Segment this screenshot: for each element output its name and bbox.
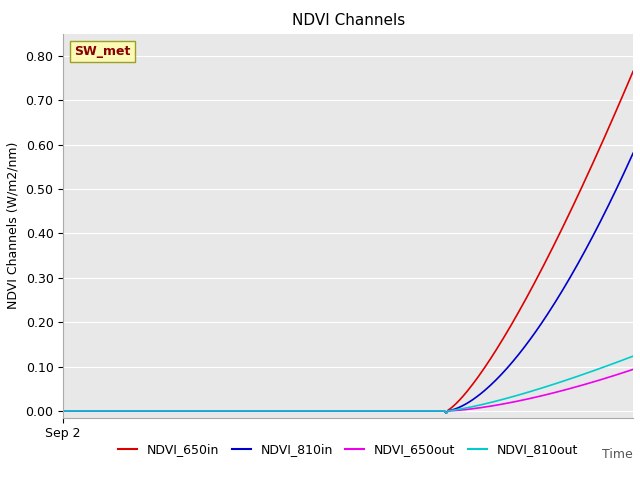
NDVI_650in [578,185,586,191]
NDVI_650in [629,69,637,74]
NDVI_810out [629,353,637,359]
Line: NDVI_810in: NDVI_810in [63,153,633,413]
NDVI_650in [399,408,406,414]
NDVI_650in [408,408,416,414]
NDVI_650out [629,367,637,372]
Line: NDVI_650in: NDVI_650in [63,72,633,413]
NDVI_810in [399,408,406,414]
NDVI_650out [578,383,586,388]
NDVI_650in [442,410,450,416]
NDVI_650out [60,408,67,414]
NDVI_650out [397,408,404,414]
NDVI_650out [442,410,450,416]
Line: NDVI_650out: NDVI_650out [63,370,633,413]
NDVI_810in [61,408,69,414]
NDVI_810in [541,314,549,320]
NDVI_650out [408,408,416,414]
Legend: NDVI_650in, NDVI_810in, NDVI_650out, NDVI_810out: NDVI_650in, NDVI_810in, NDVI_650out, NDV… [113,438,583,461]
NDVI_810out [61,408,69,414]
Title: NDVI Channels: NDVI Channels [291,13,404,28]
NDVI_810out [60,408,67,414]
NDVI_650in [60,408,67,414]
NDVI_650in [541,259,549,265]
NDVI_810in [629,150,637,156]
NDVI_650in [61,408,69,414]
NDVI_810in [442,410,450,416]
NDVI_810out [397,408,404,414]
NDVI_810in [397,408,404,414]
NDVI_810out [408,408,416,414]
NDVI_810out [578,372,586,378]
NDVI_650out [541,392,549,398]
NDVI_650out [399,408,406,414]
NDVI_810in [408,408,416,414]
NDVI_810out [399,408,406,414]
NDVI_810in [60,408,67,414]
NDVI_810in [578,254,586,260]
NDVI_650in [397,408,404,414]
Y-axis label: NDVI Channels (W/m2/nm): NDVI Channels (W/m2/nm) [7,142,20,309]
NDVI_810out [442,410,450,416]
NDVI_650out [61,408,69,414]
Text: Time: Time [602,448,633,461]
NDVI_810out [541,384,549,390]
Line: NDVI_810out: NDVI_810out [63,356,633,413]
